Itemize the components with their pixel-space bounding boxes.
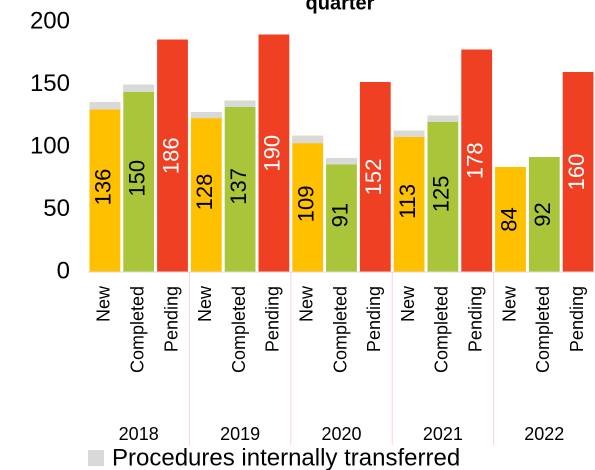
sub-category-label: Pending bbox=[263, 286, 283, 352]
transferred-segment bbox=[393, 130, 425, 137]
x-tick-label: 2020 bbox=[321, 424, 361, 444]
y-tick-label: 0 bbox=[57, 257, 70, 284]
value-label: 91 bbox=[327, 203, 352, 227]
sub-category-label: Completed bbox=[432, 286, 452, 373]
sub-category-label: Pending bbox=[364, 286, 384, 352]
transferred-segment bbox=[190, 112, 222, 119]
x-tick-label: 2018 bbox=[119, 424, 159, 444]
sub-category-label: Pending bbox=[465, 286, 485, 352]
value-label: 113 bbox=[395, 184, 420, 219]
value-label: 152 bbox=[361, 159, 386, 196]
y-tick-label: 200 bbox=[30, 7, 70, 34]
sub-category-label: Completed bbox=[330, 286, 350, 373]
bar bbox=[326, 158, 357, 272]
sub-category-label: Completed bbox=[533, 286, 553, 373]
y-tick-label: 150 bbox=[30, 70, 70, 97]
bar bbox=[157, 39, 188, 272]
y-tick-label: 100 bbox=[30, 132, 70, 159]
value-label: 190 bbox=[260, 135, 285, 172]
legend-swatch bbox=[88, 450, 104, 466]
bar bbox=[427, 115, 459, 272]
bar bbox=[495, 167, 526, 272]
value-label: 109 bbox=[294, 186, 319, 223]
sub-category-label: New bbox=[94, 285, 114, 322]
transferred-segment bbox=[292, 135, 324, 144]
bar bbox=[258, 34, 290, 272]
value-label: 136 bbox=[91, 169, 116, 206]
transferred-segment bbox=[123, 84, 155, 92]
legend-label: Procedures internally transferred bbox=[112, 444, 460, 470]
sub-category-label: New bbox=[296, 285, 316, 322]
sub-category-label: New bbox=[195, 285, 215, 322]
bar bbox=[89, 102, 121, 272]
transferred-segment bbox=[326, 158, 357, 165]
bar bbox=[292, 135, 324, 272]
value-label: 84 bbox=[496, 207, 521, 231]
value-label: 160 bbox=[564, 154, 589, 191]
bar bbox=[393, 130, 425, 272]
bar bbox=[123, 84, 155, 272]
x-tick-label: 2019 bbox=[220, 424, 260, 444]
x-tick-label: 2022 bbox=[524, 424, 564, 444]
transferred-segment bbox=[224, 100, 256, 107]
bar bbox=[461, 49, 493, 272]
value-label: 150 bbox=[125, 160, 150, 197]
sub-category-label: New bbox=[398, 285, 418, 322]
y-tick-label: 50 bbox=[43, 195, 70, 222]
chart-title: quarter bbox=[306, 0, 375, 14]
x-tick-label: 2021 bbox=[423, 424, 463, 444]
bar bbox=[190, 112, 222, 272]
sub-category-label: New bbox=[499, 285, 519, 322]
sub-category-label: Completed bbox=[229, 286, 249, 373]
sub-category-label: Pending bbox=[567, 286, 587, 352]
bar bbox=[224, 100, 256, 272]
transferred-segment bbox=[89, 102, 121, 110]
value-label: 186 bbox=[158, 137, 183, 174]
value-label: 125 bbox=[429, 176, 454, 213]
value-label: 128 bbox=[192, 174, 217, 211]
bar bbox=[562, 72, 594, 272]
bar bbox=[359, 82, 391, 272]
value-label: 178 bbox=[463, 142, 488, 179]
value-label: 92 bbox=[530, 202, 555, 226]
bar bbox=[528, 157, 560, 272]
transferred-segment bbox=[427, 115, 459, 122]
sub-category-label: Pending bbox=[161, 286, 181, 352]
sub-category-label: Completed bbox=[127, 286, 147, 373]
value-label: 137 bbox=[226, 168, 251, 205]
